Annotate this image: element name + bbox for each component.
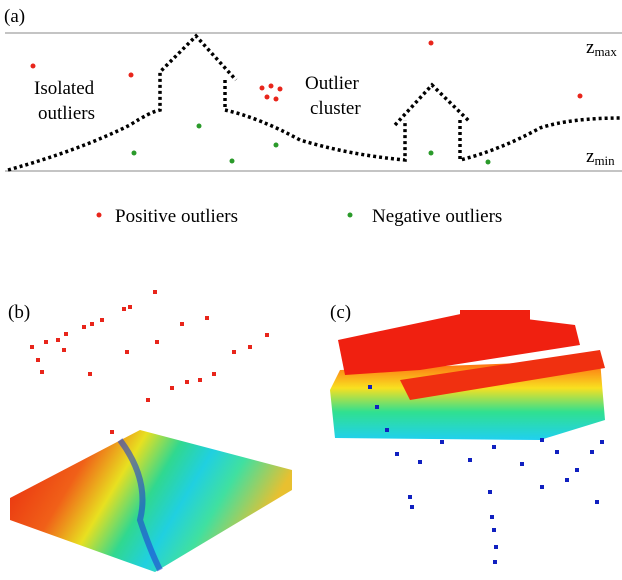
zmin-label: zmin <box>586 146 615 168</box>
text-part: z <box>586 146 594 167</box>
legend-label: Positive outliers <box>115 206 238 227</box>
legend-label: Negative outliers <box>372 206 502 227</box>
cluster-label: Outlier <box>305 73 359 94</box>
text-part: min <box>594 153 615 168</box>
text-part: max <box>594 44 617 59</box>
panel-label: (b) <box>8 302 30 323</box>
panel-label: (a) <box>4 6 25 27</box>
roof-cloud <box>460 310 530 324</box>
isolated-label: Isolated <box>34 78 95 99</box>
legend-marker <box>348 213 353 218</box>
text-part: z <box>586 37 594 58</box>
isolated-label: outliers <box>38 103 95 124</box>
outlier-points <box>30 290 269 434</box>
panel-label: (c) <box>330 302 351 323</box>
cluster-label: cluster <box>310 98 361 119</box>
legend-marker <box>97 213 102 218</box>
figure: (a) zmax zmin Isolated outliers Outlier … <box>0 0 622 575</box>
zmax-label: zmax <box>586 37 617 59</box>
